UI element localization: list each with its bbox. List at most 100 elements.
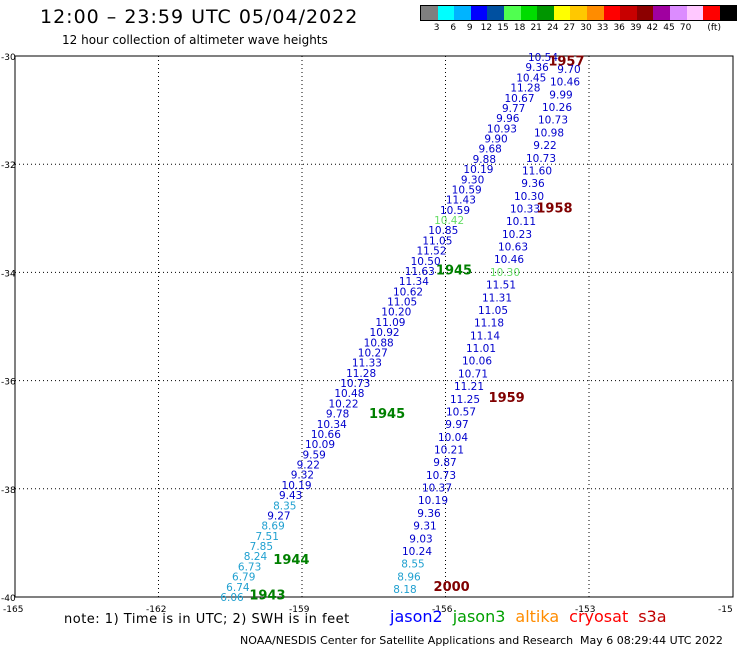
wave-height-value: 10.54	[528, 52, 558, 64]
wave-height-value: 9.30	[461, 174, 484, 186]
wave-height-value: 10.73	[340, 378, 370, 390]
wave-height-value: 9.36	[521, 178, 545, 190]
wave-height-value: 10.24	[402, 546, 432, 558]
wave-height-value: 9.78	[326, 409, 349, 421]
legend-label: 36	[613, 23, 625, 33]
pass-time-label: 1943	[249, 588, 285, 603]
satellite-jason2-label: jason2	[390, 607, 443, 626]
wave-height-value: 9.22	[533, 140, 556, 152]
pass-time-label: 1958	[536, 201, 572, 216]
lat-tick-label: -38	[1, 486, 16, 496]
legend-label: 15	[497, 23, 509, 33]
legend-swatch	[537, 6, 554, 20]
wave-height-value: 7.85	[250, 541, 273, 553]
wave-height-value: 10.62	[393, 286, 423, 298]
legend-label: 39	[630, 23, 642, 33]
legend-label: 6	[450, 23, 457, 33]
wave-height-value: 10.06	[462, 356, 492, 368]
lat-tick-label: -30	[1, 53, 16, 63]
wave-height-value: 8.55	[401, 559, 424, 571]
wave-height-value: 10.19	[282, 480, 312, 492]
wave-height-value: 10.22	[328, 398, 358, 410]
altimeter-track-b: 9.7010.469.9910.2610.7310.989.2210.7311.…	[393, 64, 580, 596]
wave-height-value: 10.73	[538, 115, 568, 127]
wave-height-value: 9.87	[433, 457, 456, 469]
wave-height-value: 11.60	[522, 165, 552, 177]
wave-height-value: 11.28	[346, 368, 376, 380]
legend-swatch	[636, 6, 654, 20]
wave-height-value: 8.35	[273, 500, 296, 512]
legend-swatch	[703, 6, 720, 20]
legend-swatch	[653, 6, 670, 20]
wave-height-value: 11.52	[416, 246, 446, 258]
wave-height-value: 10.34	[317, 419, 347, 431]
wave-height-value: 10.71	[458, 368, 488, 380]
wave-height-value: 10.19	[463, 164, 493, 176]
legend-label: 45	[663, 23, 675, 33]
legend-label: 21	[530, 23, 542, 33]
lon-tick-label: -165	[3, 605, 23, 615]
map-subtitle: 12 hour collection of altimeter wave hei…	[62, 33, 328, 47]
wave-height-value: 9.03	[409, 533, 432, 545]
wave-height-value: 9.22	[297, 460, 320, 472]
wave-height-value: 9.96	[496, 113, 520, 125]
wave-height-value: 11.05	[478, 305, 508, 317]
wave-height-value: 9.43	[279, 490, 302, 502]
wave-height-value: 9.36	[525, 62, 549, 74]
wave-height-value: 10.57	[446, 406, 476, 418]
wave-height-value: 10.04	[438, 432, 468, 444]
lat-tick-label: -34	[1, 269, 16, 279]
legend-swatch	[553, 6, 571, 20]
legend-label: 18	[513, 23, 526, 33]
lat-tick-label: -40	[1, 594, 16, 604]
wave-height-value: 7.51	[256, 531, 279, 543]
axis-tick-labels: -165 -162 -159 -156 -153 -15 -30 -32 -34 -36 -38 -4…	[1, 53, 733, 615]
satellite-jason3-label: jason3	[452, 607, 506, 626]
legend-swatch	[570, 6, 587, 20]
wave-height-value: 10.48	[334, 388, 364, 400]
legend-swatch	[487, 6, 504, 20]
wave-height-value: 10.85	[428, 225, 458, 237]
legend-labels: 3 6 9 12 15 18 21 24 27 30 33 36 39 42 45 70 (ft)	[420, 23, 740, 35]
wave-height-value: 9.59	[302, 449, 325, 461]
map-frame	[14, 55, 734, 598]
lon-tick-label: -15	[718, 605, 733, 615]
pass-time-label: 1945	[436, 264, 472, 279]
wave-height-value: 8.18	[393, 584, 416, 596]
lat-tick-label: -32	[1, 161, 16, 171]
altimeter-track-a: 10.549.3610.4511.2810.679.779.9610.939.9…	[220, 52, 558, 604]
wave-height-value: 9.77	[502, 103, 525, 115]
lon-tick-label: -156	[432, 605, 453, 615]
wave-height-value: 10.73	[526, 153, 556, 165]
wave-height-value: 11.18	[474, 318, 504, 330]
lon-tick-label: -162	[146, 605, 166, 615]
legend-swatch	[620, 6, 637, 20]
wave-height-value: 11.51	[486, 280, 516, 292]
wave-height-value: 6.79	[232, 572, 255, 584]
wave-height-value: 11.34	[399, 276, 429, 288]
wave-height-value: 9.90	[484, 134, 507, 146]
wave-height-value: 10.21	[434, 444, 464, 456]
wave-height-value: 9.99	[549, 89, 572, 101]
pass-time-labels: 1957 1958 1959 2000 1945 1945 1944 1943	[249, 54, 584, 603]
legend-label: 70	[679, 23, 692, 33]
legend-swatch	[503, 6, 521, 20]
wave-height-value: 8.69	[261, 521, 284, 533]
wave-height-value: 10.26	[542, 102, 572, 114]
satellite-cryosat-label: cryosat	[569, 607, 629, 626]
legend-label: (ft)	[707, 23, 721, 33]
map-title: 12:00 – 23:59 UTC 05/04/2022	[40, 6, 359, 28]
wave-height-value: 10.66	[311, 429, 341, 441]
wave-height-value: 10.42	[434, 215, 464, 227]
legend-swatches	[420, 5, 738, 21]
wave-height-value: 11.31	[482, 292, 512, 304]
pass-time-label: 1957	[548, 54, 584, 69]
wave-height-value: 10.59	[440, 205, 470, 217]
wave-height-value: 6.74	[226, 582, 250, 594]
legend-label: 9	[466, 23, 473, 33]
satellite-legend: jason2 jason3 altika cryosat s3a	[390, 607, 677, 626]
legend-label: 12	[480, 23, 493, 33]
legend-label: 42	[646, 23, 659, 33]
wave-height-value: 10.73	[426, 470, 456, 482]
